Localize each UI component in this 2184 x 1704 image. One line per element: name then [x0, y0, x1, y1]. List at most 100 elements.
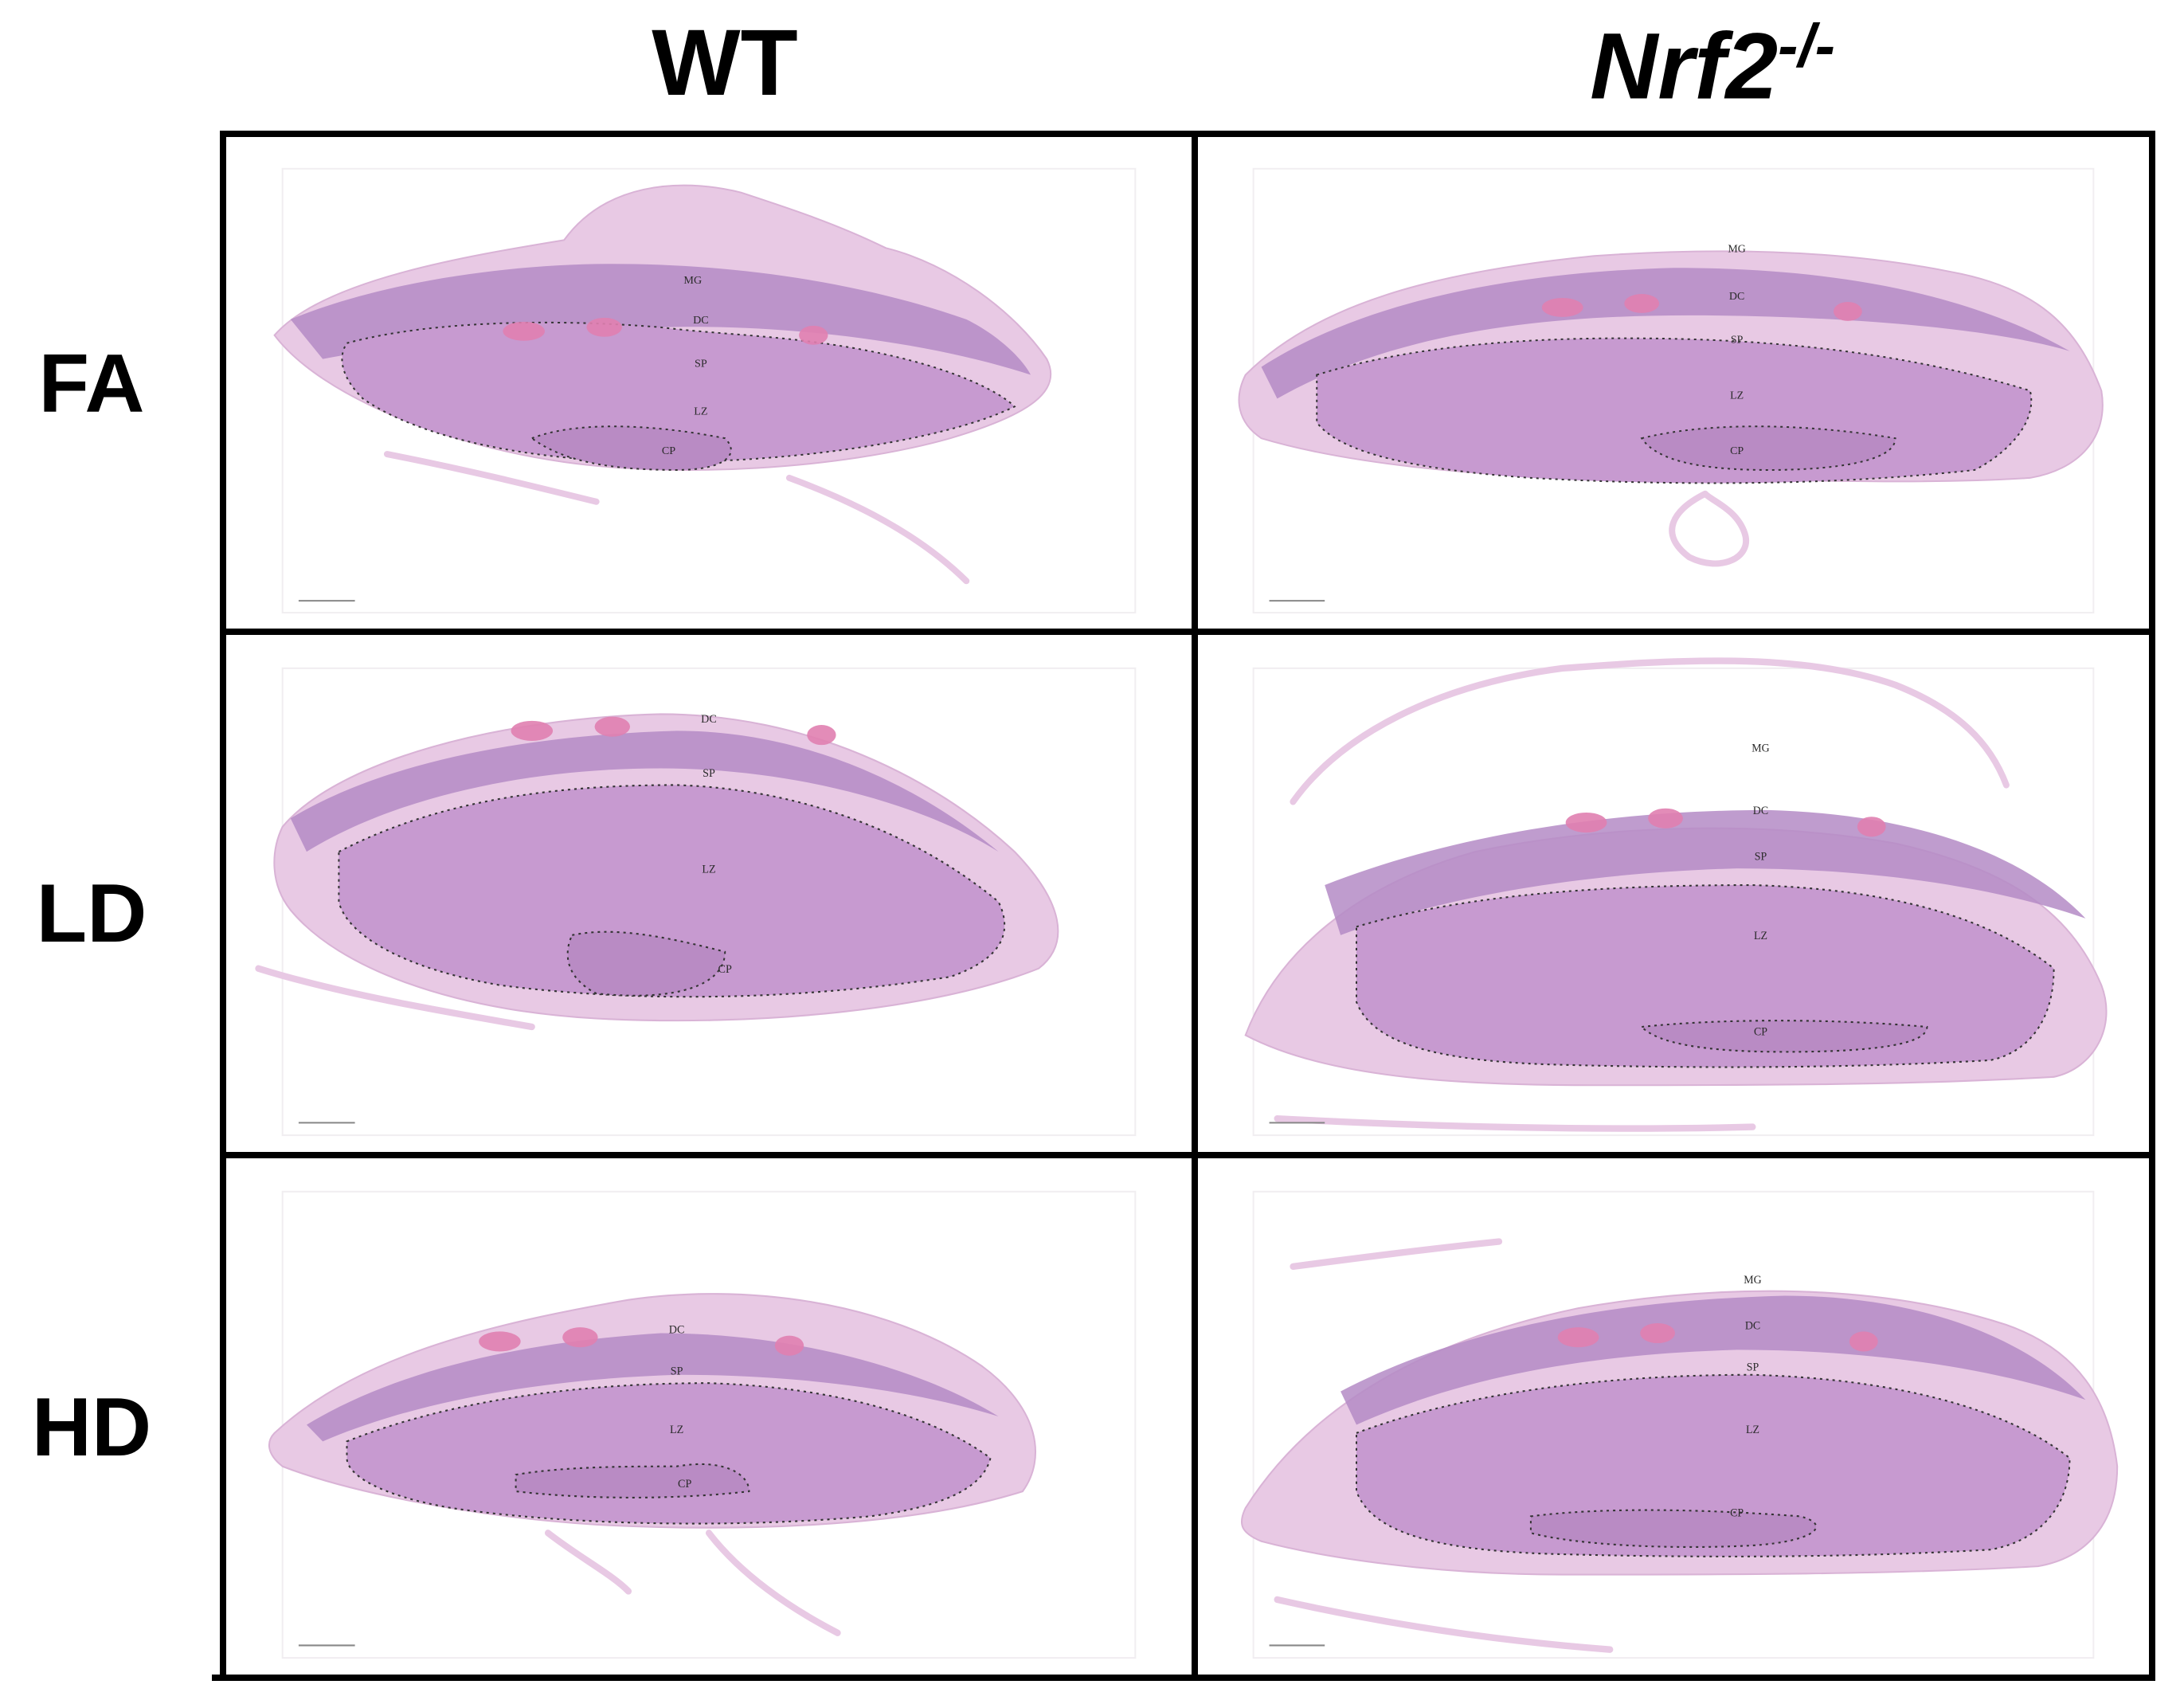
row-header-hd: HD: [31, 1381, 152, 1474]
column-header-wt: WT: [558, 16, 892, 110]
histology-section-hd-wt: DC SP LZ CP: [268, 1190, 1137, 1659]
histology-section-ld-nrf2: MG DC SP LZ CP: [1244, 657, 2108, 1137]
blood-vessel: [1640, 1322, 1675, 1344]
blood-vessel: [1557, 1327, 1599, 1348]
photo-boundary: [281, 1190, 1137, 1659]
region-label-cp: CP: [1754, 1025, 1767, 1038]
blood-vessel: [562, 1327, 598, 1348]
region-label-sp: SP: [1747, 1361, 1759, 1373]
photo-boundary: [1252, 667, 2095, 1137]
row-header-fa: FA: [38, 338, 145, 430]
column-header-nrf2: Nrf2-/-: [1513, 16, 1912, 114]
region-label-mg: MG: [1744, 1273, 1761, 1286]
labyrinth-zone: [338, 784, 1006, 998]
panel-ld-wt: DC SP LZ CP: [226, 635, 1192, 1152]
column-header-nrf2-text: Nrf2: [1590, 14, 1779, 119]
labyrinth-zone: [341, 321, 1016, 464]
membrane-tissue: [255, 965, 535, 1031]
membrane-tissue: [1274, 1238, 1614, 1653]
blood-vessel: [1624, 294, 1660, 313]
frame-row-divider-1: [220, 629, 2155, 635]
blood-vessel: [586, 317, 622, 337]
region-label-sp: SP: [1731, 335, 1744, 347]
region-label-lz: LZ: [702, 863, 715, 876]
region-label-mg: MG: [1752, 742, 1769, 754]
panel-fa-wt: MG DC SP LZ CP: [226, 137, 1192, 629]
frame-bottom: [212, 1675, 2155, 1681]
photo-boundary: [281, 167, 1137, 614]
region-label-dc: DC: [669, 1323, 685, 1336]
region-label-cp: CP: [662, 445, 675, 457]
decidua-region: [1325, 809, 2086, 935]
blood-vessel: [1648, 808, 1683, 828]
frame-row-divider-2: [220, 1152, 2155, 1158]
labyrinth-zone: [1356, 1373, 2071, 1557]
decidua-region: [307, 1333, 999, 1442]
region-label-mg: MG: [683, 274, 702, 287]
blood-vessel: [799, 325, 828, 345]
chorionic-plate: [530, 425, 732, 471]
region-label-dc: DC: [701, 713, 717, 726]
column-header-wt-text: WT: [652, 10, 798, 116]
blood-vessel: [479, 1331, 521, 1352]
region-label-cp: CP: [678, 1478, 691, 1491]
labyrinth-zone: [346, 1382, 992, 1525]
chorionic-plate: [1640, 1020, 1928, 1053]
photo-boundary: [281, 667, 1137, 1137]
row-header-ld: LD: [36, 868, 147, 960]
region-label-lz: LZ: [1746, 1424, 1759, 1436]
frame-left: [220, 131, 226, 1681]
chorionic-plate: [1640, 425, 1896, 471]
labyrinth-zone: [1356, 883, 2055, 1068]
chorionic-plate: [515, 1463, 750, 1498]
region-label-dc: DC: [1753, 805, 1768, 817]
region-label-lz: LZ: [694, 405, 707, 417]
region-label-sp: SP: [695, 358, 707, 370]
region-label-mg: MG: [1728, 243, 1745, 255]
region-label-lz: LZ: [670, 1424, 683, 1436]
region-label-cp: CP: [1730, 445, 1744, 457]
decidua-region: [290, 264, 1031, 375]
histology-section-fa-nrf2: MG DC SP LZ CP: [1238, 167, 2104, 614]
membrane-tissue: [1274, 657, 2010, 1132]
membrane-tissue: [383, 451, 970, 585]
membrane-tissue: [1669, 490, 1750, 567]
blood-vessel: [807, 725, 836, 746]
column-header-nrf2-superscript: -/-: [1778, 12, 1835, 80]
region-label-dc: DC: [1745, 1319, 1760, 1332]
blood-vessel: [1541, 298, 1583, 317]
region-label-dc: DC: [693, 314, 709, 327]
region-label-cp: CP: [1730, 1506, 1744, 1519]
region-label-cp: CP: [718, 963, 732, 976]
region-label-sp: SP: [703, 767, 715, 780]
region-label-lz: LZ: [1754, 930, 1767, 942]
panel-hd-nrf2: MG DC SP LZ CP: [1198, 1158, 2149, 1675]
panel-ld-nrf2: MG DC SP LZ CP: [1198, 635, 2149, 1152]
panel-fa-nrf2: MG DC SP LZ CP: [1198, 137, 2149, 629]
region-label-sp: SP: [671, 1365, 683, 1378]
decidua-region: [290, 731, 999, 852]
histology-section-hd-nrf2: MG DC SP LZ CP: [1241, 1190, 2119, 1659]
chorionic-plate: [566, 930, 726, 997]
blood-vessel: [511, 720, 554, 741]
chorionic-plate: [1529, 1509, 1817, 1548]
region-label-lz: LZ: [1730, 390, 1744, 402]
frame-middle-vertical: [1192, 131, 1198, 1681]
blood-vessel: [594, 716, 631, 737]
frame-top: [220, 131, 2155, 137]
blood-vessel: [774, 1335, 804, 1356]
blood-vessel: [1849, 1331, 1878, 1352]
blood-vessel: [1565, 812, 1607, 833]
decidua-region: [1341, 1295, 2086, 1425]
membrane-tissue: [544, 1530, 841, 1636]
blood-vessel: [503, 321, 545, 341]
histology-section-ld-wt: DC SP LZ CP: [255, 667, 1137, 1137]
decidua-region: [1261, 268, 2070, 399]
histology-section-fa-wt: MG DC SP LZ CP: [273, 167, 1137, 614]
blood-vessel: [1833, 301, 1862, 321]
region-label-dc: DC: [1729, 291, 1744, 303]
blood-vessel: [1857, 817, 1886, 837]
region-label-sp: SP: [1755, 850, 1767, 863]
frame-right: [2149, 131, 2155, 1681]
image-grid: MG DC SP LZ CP MG DC SP LZ CP DC SP LZ CP MG DC SP LZ C…: [212, 131, 2155, 1681]
